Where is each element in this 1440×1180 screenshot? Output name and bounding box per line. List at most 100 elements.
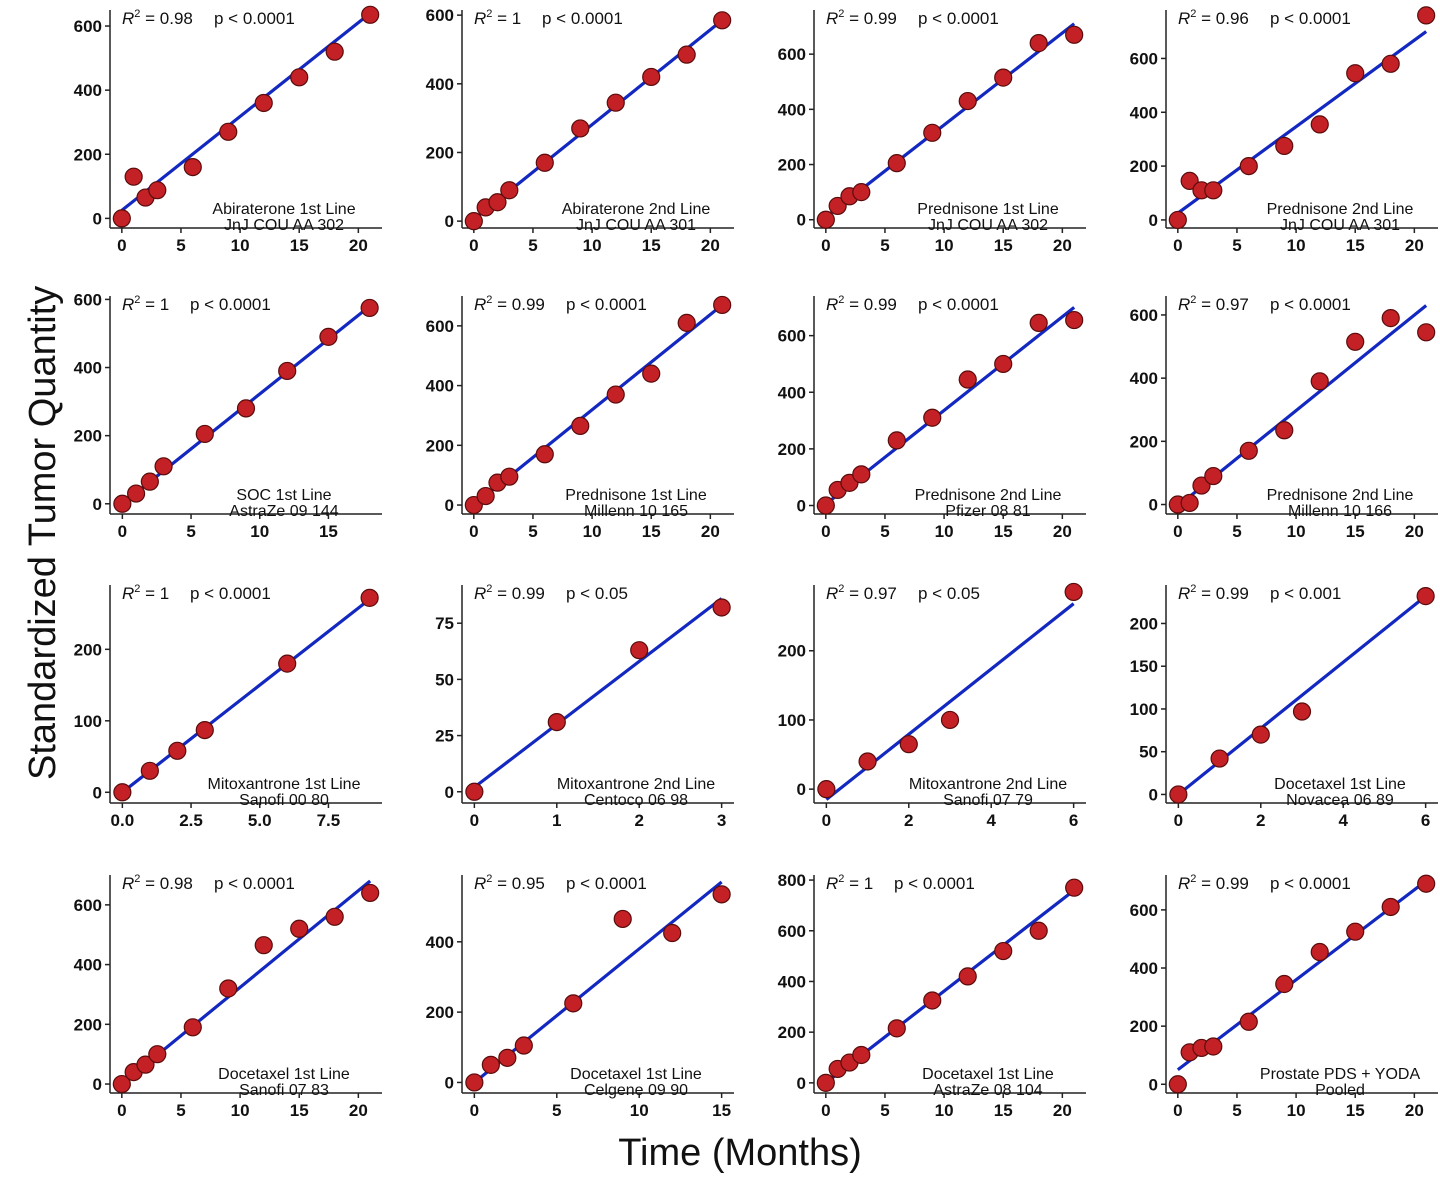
p-value-annotation: p < 0.0001 [190, 295, 271, 314]
panel-16: 0 200 400 600 0 5 10 15 20 R2 = 0.99 p < 0.0001 Pro… [1130, 873, 1438, 1120]
y-tick-label: 50 [1139, 743, 1158, 762]
y-tick-label: 100 [1130, 700, 1158, 719]
x-tick-label: 6 [1069, 811, 1078, 830]
panel-15: 0 200 400 600 800 0 5 10 15 20 R2 = 1 p < 0.0001 Doc… [778, 871, 1086, 1120]
y-tick-label: 0 [1149, 496, 1158, 515]
data-point [278, 361, 297, 381]
data-point [1310, 942, 1329, 962]
data-point [254, 93, 273, 113]
p-value-annotation: p < 0.0001 [542, 9, 623, 28]
data-point [325, 42, 344, 61]
data-point [140, 761, 159, 780]
data-point [958, 967, 977, 986]
x-tick-label: 5.0 [248, 811, 272, 830]
y-tick-label: 200 [74, 145, 102, 164]
y-tick-label: 600 [778, 922, 806, 941]
data-point [1180, 171, 1199, 191]
data-point [923, 408, 942, 427]
data-point [1417, 323, 1436, 342]
x-tick-label: 0 [821, 1101, 830, 1120]
x-tick-label: 20 [349, 1101, 368, 1120]
data-point [1381, 54, 1400, 73]
data-point [140, 472, 159, 491]
panel-6: 0 200 400 600 0 5 10 15 20 R2 = 0.99 p < 0.0001 Pre… [426, 294, 734, 541]
panel-3: 0 200 400 600 0 5 10 15 20 R2 = 0.99 p < 0.0001 Pre… [778, 8, 1086, 255]
panel-12: 0 50 100 150 200 0 2 4 6 R2 = 0.99 p < 0.001 Doceta… [1130, 583, 1438, 830]
y-tick-label: 0 [93, 209, 102, 228]
x-tick-label: 15 [1346, 236, 1365, 255]
x-tick-label: 20 [701, 236, 720, 255]
data-point [613, 909, 632, 929]
data-point [958, 370, 977, 389]
r-squared-annotation: R2 = 0.99 [826, 8, 897, 28]
x-tick-label: 15 [642, 522, 661, 541]
data-point [195, 720, 214, 740]
data-point [1065, 310, 1084, 330]
data-point [899, 735, 918, 754]
r-squared-annotation: R2 = 0.99 [1178, 583, 1249, 603]
y-tick-label: 200 [74, 427, 102, 446]
data-point [360, 298, 379, 318]
data-point [1204, 466, 1223, 486]
x-tick-label: 5 [1232, 522, 1241, 541]
panel-subtitle: Pfizer 08 81 [945, 503, 1030, 520]
data-point [535, 445, 554, 464]
x-tick-label: 15 [712, 1101, 731, 1120]
r-squared-annotation: R2 = 1 [122, 294, 169, 314]
y-tick-label: 150 [1130, 657, 1158, 676]
regression-line [473, 597, 723, 789]
data-point [488, 193, 507, 212]
y-tick-label: 400 [778, 383, 806, 402]
data-point [360, 588, 379, 607]
x-tick-label: 2 [1256, 811, 1265, 830]
panel-title: Docetaxel 1st Line [218, 1066, 350, 1083]
panel-subtitle: Centoco 06 98 [584, 792, 688, 809]
x-tick-label: 7.5 [317, 811, 341, 830]
p-value-annotation: p < 0.0001 [214, 874, 295, 893]
data-point [1416, 587, 1435, 606]
x-tick-label: 5 [552, 1101, 561, 1120]
p-value-annotation: p < 0.0001 [190, 584, 271, 603]
p-value-annotation: p < 0.0001 [894, 874, 975, 893]
data-point [923, 991, 942, 1010]
y-tick-label: 400 [426, 933, 454, 952]
y-tick-label: 600 [74, 290, 102, 309]
r-squared-annotation: R2 = 0.96 [1178, 8, 1249, 28]
x-tick-label: 15 [642, 236, 661, 255]
data-point [713, 295, 732, 315]
data-point [994, 68, 1013, 87]
y-tick-label: 600 [426, 6, 454, 25]
data-point [712, 885, 731, 904]
x-tick-label: 5 [176, 236, 185, 255]
data-point [1029, 313, 1048, 332]
p-value-annotation: p < 0.05 [566, 584, 628, 603]
x-tick-label: 5 [186, 522, 195, 541]
y-tick-label: 600 [778, 327, 806, 346]
x-tick-label: 10 [250, 522, 269, 541]
data-point [852, 183, 871, 202]
x-tick-label: 15 [1346, 1101, 1365, 1120]
y-tick-label: 200 [1130, 157, 1158, 176]
panel-title: Prednisone 2nd Line [1267, 487, 1414, 504]
panel-14: 0 200 400 0 5 10 15 R2 = 0.95 p < 0.0001 Docetaxe… [426, 873, 734, 1120]
data-point [1210, 749, 1229, 768]
panel-subtitle: Millenn 10 166 [1288, 503, 1392, 520]
data-point [1381, 309, 1400, 328]
x-tick-label: 2 [634, 811, 643, 830]
r-squared-annotation: R2 = 0.98 [122, 873, 193, 893]
data-point [1204, 1037, 1223, 1056]
panel-subtitle: AstraZe 09 144 [229, 503, 339, 520]
y-tick-label: 400 [1130, 103, 1158, 122]
y-tick-label: 200 [426, 1003, 454, 1022]
x-tick-label: 0 [470, 811, 479, 830]
x-tick-label: 5 [880, 1101, 889, 1120]
x-tick-label: 10 [231, 236, 250, 255]
x-tick-label: 4 [986, 811, 996, 830]
p-value-annotation: p < 0.0001 [566, 295, 647, 314]
panel-subtitle: Novacea 06 89 [1286, 792, 1394, 809]
x-tick-label: 5 [880, 522, 889, 541]
p-value-annotation: p < 0.0001 [1270, 9, 1351, 28]
x-tick-label: 20 [1405, 522, 1424, 541]
data-point [1275, 421, 1294, 440]
data-point [1239, 156, 1258, 176]
